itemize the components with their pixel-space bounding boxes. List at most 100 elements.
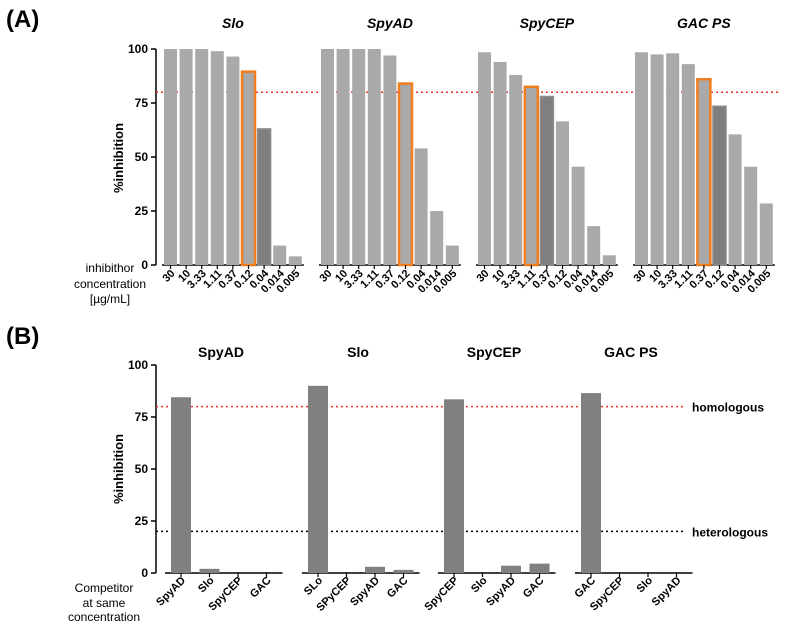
- panel-a-group-title: GAC PS: [677, 15, 731, 31]
- panel-b-heterologous-label: heterologous: [692, 525, 768, 539]
- panel-a-bar: [288, 256, 302, 265]
- panel-b-group-title: SpyAD: [198, 344, 244, 360]
- panel-a-groups: Slo30103.331.110.370.120.040.0140.005Spy…: [160, 15, 775, 296]
- panel-a-bar: [273, 245, 287, 265]
- panel-a-bar: [681, 64, 695, 266]
- panel-b-y-axis: 0 25 50 75 100: [128, 358, 157, 580]
- panel-a-bar: [509, 74, 523, 265]
- panel-b-bar: [393, 569, 414, 573]
- panel-a-bar: [602, 255, 616, 265]
- panel-a-bar: [179, 49, 193, 265]
- panel-b-group-title: Slo: [347, 344, 369, 360]
- panel-b-bar: [308, 385, 328, 573]
- panel-a-y-tick-label: 25: [135, 204, 149, 218]
- panel-b-homologous-label: homologous: [692, 401, 764, 415]
- panel-a-y-tick-label: 100: [128, 42, 148, 56]
- panel-b-caption-line: at same: [83, 596, 126, 610]
- panel-a-caption-line: inhibithor: [86, 261, 135, 275]
- panel-b-bar: [365, 566, 385, 573]
- panel-a-bar: [240, 70, 257, 267]
- panel-b-y-tick-label: 0: [141, 566, 148, 580]
- panel-a-group-title: SpyCEP: [520, 15, 575, 31]
- panel-a-bar: [445, 245, 459, 265]
- panel-a-y-tick-label: 50: [135, 150, 149, 164]
- panel-a-caption-line: [µg/mL]: [90, 292, 130, 306]
- panel-a-bar: [759, 203, 773, 265]
- panel-a-bar: [744, 166, 758, 265]
- panel-b-group-title: SpyCEP: [467, 344, 521, 360]
- panel-a-y-tick-label: 0: [141, 258, 148, 272]
- panel-a-y-axis-label: %inhibition: [111, 123, 126, 193]
- panel-b-label: (B): [6, 323, 39, 350]
- panel-a-bar: [164, 49, 177, 265]
- panel-b-y-axis-label: %inhibition: [111, 434, 126, 504]
- panel-b-y-tick-label: 75: [135, 410, 149, 424]
- panel-a-bar: [256, 128, 272, 266]
- panel-b-x-tick-label: SLo: [302, 574, 325, 597]
- panel-b-x-tick-label: SpyCEP: [422, 575, 461, 614]
- panel-b-x-tick-label: SpyAD: [650, 575, 684, 609]
- panel-b-group-title: GAC PS: [604, 344, 658, 360]
- panel-a-bar: [226, 56, 240, 266]
- panel-b-y-tick-label: 100: [128, 358, 148, 372]
- panel-a-bar: [383, 55, 397, 266]
- panel-a-bar: [556, 121, 569, 265]
- panel-a-bar: [696, 77, 712, 267]
- panel-a-group-title: SpyAD: [367, 15, 413, 31]
- panel-a-bar: [352, 49, 366, 265]
- panel-a-bar: [587, 226, 601, 265]
- panel-a-bar: [635, 52, 648, 265]
- panel-a-bar: [539, 95, 555, 266]
- panel-a-bar: [321, 49, 334, 265]
- panel-a-bar: [210, 51, 224, 265]
- panel-b-x-tick-label: GAC: [572, 575, 598, 601]
- panel-b-x-tick-label: Slo: [469, 574, 490, 595]
- panel-b-bar: [199, 568, 220, 573]
- panel-a-bar: [478, 52, 491, 265]
- panel-b-x-tick-label: Slo: [196, 574, 217, 595]
- panel-b-y-tick-label: 50: [135, 462, 149, 476]
- panel-b-x-tick-label: GAC: [248, 575, 274, 601]
- panel-b-x-tick-label: SpyAD: [154, 575, 188, 609]
- panel-b-y-tick-label: 25: [135, 514, 149, 528]
- panel-b-x-tick-label: SpyAD: [348, 575, 382, 609]
- panel-b-x-tick-label: GAC: [521, 575, 547, 601]
- panel-a-caption-line: concentration: [74, 277, 146, 291]
- panel-a-bar: [336, 49, 350, 265]
- panel-a-bar: [430, 211, 444, 265]
- panel-a-y-tick-label: 75: [135, 96, 149, 110]
- panel-a-bar: [493, 61, 507, 266]
- panel-b-bar: [444, 399, 464, 573]
- panel-a-y-axis: 0 25 50 75 100: [128, 42, 157, 272]
- panel-a-bar: [666, 53, 680, 265]
- panel-b-caption-line: concentration: [68, 610, 140, 624]
- panel-a-bar: [650, 54, 664, 266]
- panel-b-bar: [171, 397, 191, 573]
- panel-a-x-axis-caption: inhibithor concentration[µg/mL]: [74, 261, 146, 306]
- panel-a-bar: [523, 85, 540, 267]
- panel-b-bar: [581, 393, 601, 573]
- panel-b-x-tick-label: GAC: [385, 575, 411, 601]
- panel-a-bar: [728, 134, 742, 265]
- panel-b-x-tick-label: Slo: [635, 574, 656, 595]
- panel-a-bar: [397, 82, 414, 267]
- panel-b-caption-line: Competitor: [75, 581, 134, 595]
- panel-b-bar: [501, 565, 521, 573]
- panel-b-bar: [529, 563, 550, 573]
- panel-b: (B) %inhibition 0 25 50 75 100 homologous het…: [6, 323, 768, 624]
- panel-a-bar: [195, 49, 209, 265]
- panel-b-x-tick-label: SpyAD: [484, 575, 518, 609]
- panel-a-group-title: Slo: [222, 15, 244, 31]
- panel-a-bar: [367, 49, 381, 265]
- panel-a-bar: [712, 105, 727, 266]
